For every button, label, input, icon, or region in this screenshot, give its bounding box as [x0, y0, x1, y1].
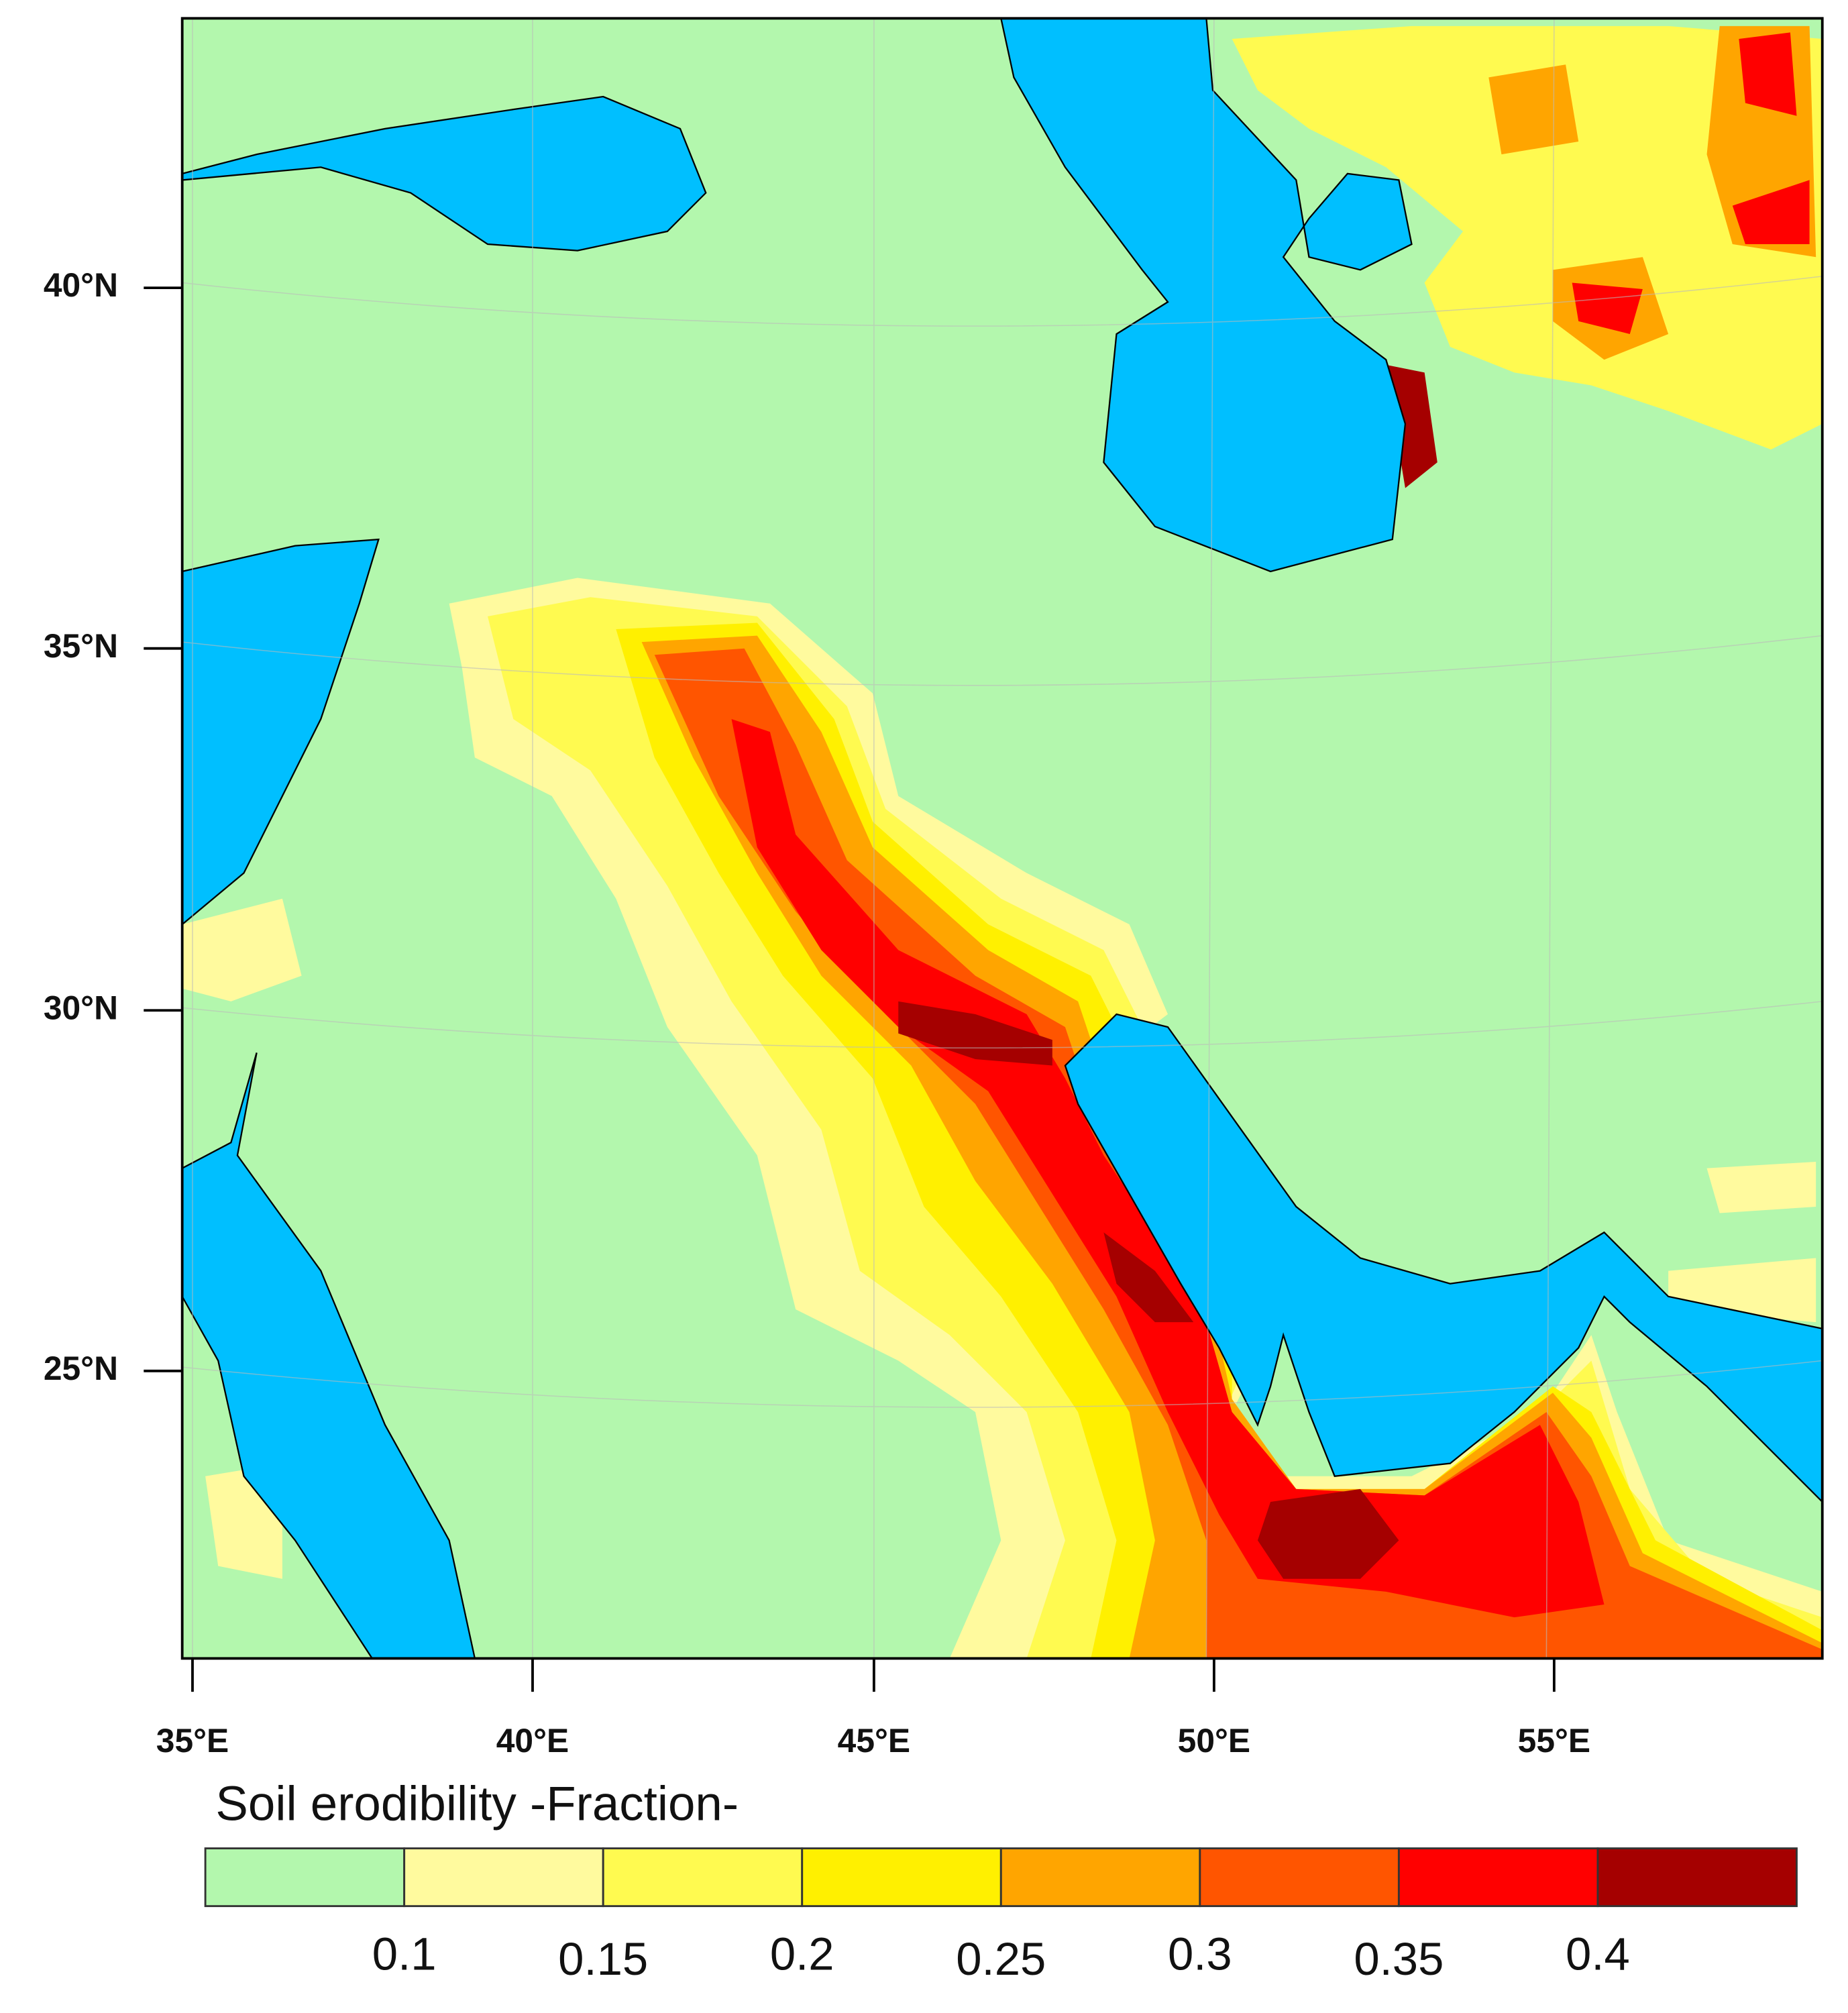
lat-tick-label: 25°N: [44, 1350, 118, 1387]
lat-tick-label: 40°N: [44, 266, 118, 304]
colorbar-box: [602, 1847, 804, 1908]
black-sea: [182, 95, 707, 252]
lat-tick-label: 35°N: [44, 627, 118, 665]
colorbar-box: [403, 1847, 604, 1908]
lon-tick-label: 50°E: [1178, 1722, 1250, 1759]
colorbar-label: 0.15: [558, 1933, 648, 1985]
persian-gulf: [1064, 1013, 1823, 1503]
axes: 40°N 35°N 30°N 25°N 35°E 40°E 45°E 50°E 55°E: [44, 266, 1590, 1759]
lon-tick-label: 55°E: [1518, 1722, 1590, 1759]
graticule: [182, 18, 1823, 1659]
contour: [1232, 25, 1823, 450]
colorbar-box: [999, 1847, 1201, 1908]
contour: [616, 622, 1823, 1659]
map-frame: [180, 17, 1824, 1660]
colorbar-label: 0.4: [1566, 1928, 1630, 1979]
colorbar-box: [801, 1847, 1002, 1908]
map-body: [182, 18, 1823, 1659]
colorbar-box: [1199, 1847, 1400, 1908]
caspian-sea: [1000, 18, 1413, 573]
colorbar-box: [204, 1847, 406, 1908]
lat-tick-label: 30°N: [44, 989, 118, 1026]
colorbar-label: 0.3: [1168, 1928, 1232, 1979]
lon-tick-label: 45°E: [838, 1722, 910, 1759]
colorbar-box: [1596, 1847, 1798, 1908]
colorbar-label: 0.2: [770, 1928, 834, 1979]
colorbar: 0.1 0.15 0.2 0.25 0.3 0.35 0.4: [204, 1847, 1798, 1985]
red-sea: [182, 1052, 476, 1659]
contour: [1572, 32, 1810, 334]
contour: [731, 718, 1605, 1618]
colorbar-label: 0.1: [372, 1928, 437, 1979]
colorbar-label: 0.35: [1354, 1933, 1444, 1985]
colorbar-box: [1397, 1847, 1599, 1908]
colorbar-label: 0.25: [956, 1933, 1046, 1985]
lon-tick-label: 35°E: [156, 1722, 229, 1759]
colorbar-title: Soil erodibility -Fraction-: [215, 1777, 739, 1831]
lon-tick-label: 40°E: [496, 1722, 569, 1759]
contour: [1488, 25, 1816, 360]
